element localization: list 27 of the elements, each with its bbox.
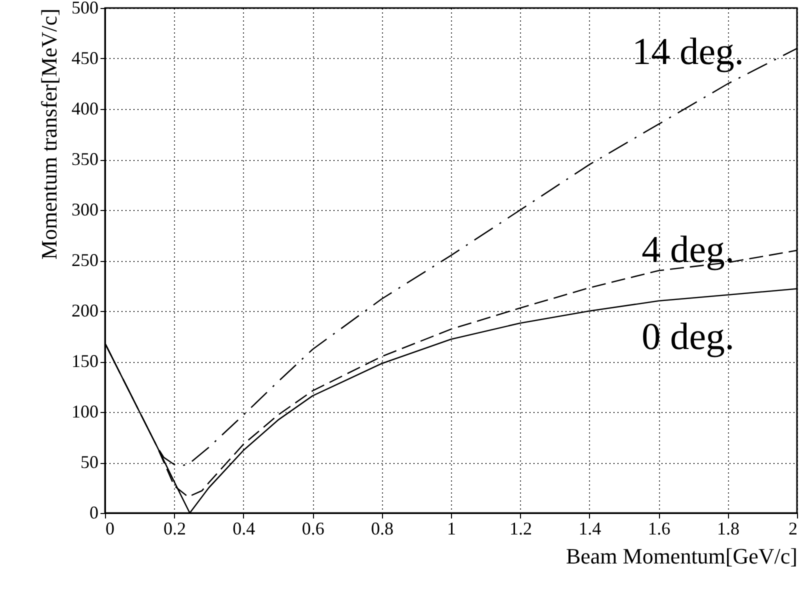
y-tick-label: 200 bbox=[72, 300, 98, 320]
x-tick-label: 0.8 bbox=[371, 518, 394, 538]
y-axis-title: Momentum transfer[MeV/c] bbox=[36, 8, 62, 260]
x-tick-label: 1.8 bbox=[717, 518, 740, 538]
annotation: 4 deg. bbox=[642, 229, 734, 271]
x-tick-label: 2 bbox=[788, 518, 798, 538]
annotation: 14 deg. bbox=[632, 31, 744, 73]
y-tick-label: 0 bbox=[90, 502, 98, 522]
y-tick-label: 150 bbox=[72, 351, 98, 371]
x-tick-label: 0.2 bbox=[163, 518, 186, 538]
x-tick-label: 1 bbox=[447, 518, 456, 538]
x-tick-label: 1.2 bbox=[509, 518, 532, 538]
y-tick-label: 100 bbox=[72, 402, 98, 422]
x-tick-label: 0 bbox=[106, 518, 114, 538]
y-tick-label: 50 bbox=[80, 452, 98, 472]
y-tick-label: 450 bbox=[72, 48, 98, 68]
y-tick-label: 400 bbox=[72, 98, 98, 118]
x-axis-title: Beam Momentum[GeV/c] bbox=[566, 544, 798, 568]
annotation: 0 deg. bbox=[642, 316, 734, 358]
y-tick-label: 250 bbox=[72, 250, 98, 270]
x-tick-label: 0.4 bbox=[232, 518, 256, 538]
x-tick-label: 1.6 bbox=[648, 518, 670, 538]
y-tick-label: 300 bbox=[72, 200, 98, 220]
y-tick-label: 500 bbox=[72, 0, 98, 18]
x-tick-label: 1.4 bbox=[578, 518, 602, 538]
y-tick-label: 350 bbox=[72, 149, 98, 169]
x-tick-label: 0.6 bbox=[302, 518, 324, 538]
